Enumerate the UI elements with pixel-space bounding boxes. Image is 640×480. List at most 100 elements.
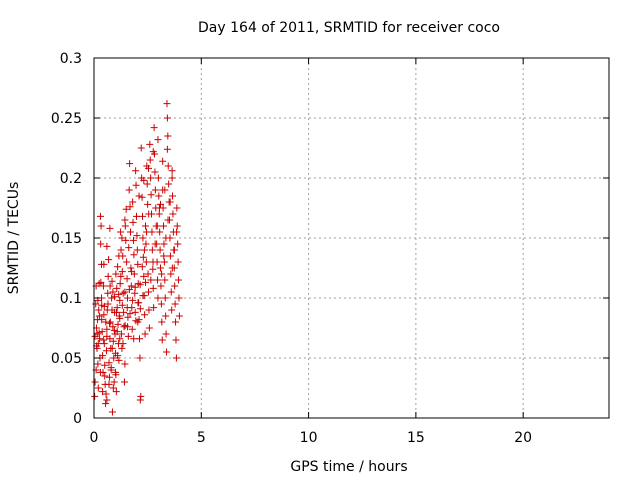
data-point [154, 136, 162, 144]
data-point [121, 216, 129, 224]
data-point [105, 380, 113, 388]
data-point [145, 288, 153, 296]
data-point [132, 167, 140, 175]
data-point [130, 335, 138, 343]
data-point [166, 252, 174, 260]
data-point [116, 280, 124, 288]
data-point [162, 234, 170, 242]
data-point [105, 256, 113, 264]
y-tick-label: 0.05 [51, 351, 82, 367]
data-point [100, 336, 108, 344]
data-point [153, 222, 161, 230]
data-point [165, 180, 173, 188]
data-point [149, 284, 157, 292]
data-point [95, 306, 103, 314]
data-point [118, 344, 126, 352]
data-point [102, 318, 110, 326]
data-point [149, 265, 157, 273]
data-point [122, 205, 130, 213]
data-point [126, 203, 134, 211]
data-point [124, 332, 132, 340]
data-point [158, 318, 166, 326]
data-point [108, 277, 116, 285]
data-point [141, 311, 149, 319]
data-point [104, 300, 112, 308]
data-point [91, 392, 99, 400]
data-point [123, 258, 131, 266]
data-point [142, 278, 149, 286]
data-point [145, 210, 153, 218]
data-point [157, 200, 165, 208]
data-point [138, 263, 146, 271]
data-point [114, 352, 122, 360]
data-point [163, 114, 171, 122]
data-point [112, 270, 120, 278]
data-point [123, 323, 131, 331]
data-point [170, 246, 178, 254]
y-axis-tick-labels: 0 0.05 0.1 0.15 0.2 0.25 0.3 [51, 51, 82, 427]
data-point [129, 296, 137, 304]
data-point [101, 372, 109, 380]
data-point [148, 246, 156, 254]
x-tick-label: 20 [514, 430, 532, 446]
data-point [155, 204, 163, 212]
data-point [139, 253, 147, 261]
data-point [126, 228, 134, 236]
data-point [172, 336, 180, 344]
data-point [137, 392, 145, 400]
data-point [104, 272, 112, 280]
data-point [132, 317, 140, 325]
data-point [113, 308, 121, 316]
data-point [145, 306, 153, 314]
data-point [108, 294, 116, 302]
data-point [117, 272, 125, 280]
data-point [115, 290, 123, 298]
data-point [154, 276, 162, 284]
data-point [116, 314, 124, 322]
data-point [103, 325, 111, 333]
data-point [171, 300, 179, 308]
data-point [100, 311, 108, 319]
data-point [123, 304, 131, 312]
y-axis-label: SRMTID / TECUs [6, 182, 22, 295]
data-point [134, 280, 142, 288]
data-point [146, 140, 154, 148]
data-point [138, 193, 146, 201]
data-point [129, 218, 137, 226]
data-point [101, 361, 109, 369]
data-point [100, 260, 108, 268]
data-point [109, 337, 117, 345]
data-point [151, 240, 159, 248]
data-point [91, 378, 99, 386]
data-point [133, 246, 141, 254]
data-point [122, 236, 130, 244]
data-point [96, 212, 104, 220]
data-point [121, 222, 129, 230]
data-point [97, 240, 105, 248]
data-point [156, 228, 164, 236]
data-point [125, 286, 133, 294]
data-point [118, 268, 126, 276]
data-point [123, 275, 131, 283]
data-point [168, 167, 176, 175]
data-point [154, 294, 162, 302]
data-point [126, 310, 134, 318]
data-point [95, 312, 103, 320]
y-tick-label: 0.25 [51, 111, 82, 127]
data-point [144, 200, 152, 208]
data-point [163, 145, 171, 153]
chart-title: Day 164 of 2011, SRMTID for receiver coc… [198, 20, 500, 36]
data-point [120, 378, 128, 386]
data-point [120, 308, 128, 316]
data-point [134, 260, 142, 268]
data-point [119, 340, 127, 348]
data-point [158, 336, 166, 344]
data-point [111, 293, 119, 301]
data-point [150, 124, 158, 132]
y-tick-label: 0 [73, 411, 82, 427]
data-point [151, 186, 159, 194]
data-point [168, 264, 176, 272]
data-point [174, 258, 182, 266]
data-point [104, 289, 112, 297]
